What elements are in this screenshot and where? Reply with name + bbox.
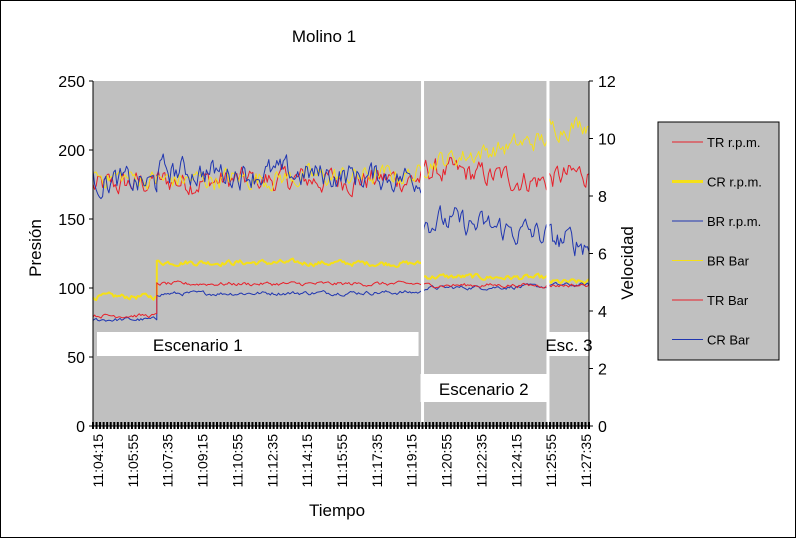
scenario-box [548, 332, 589, 356]
x-axis-label: Tiempo [309, 501, 365, 520]
series-line-cr-r-p-m- [92, 257, 590, 302]
y-tick-label-right: 10 [598, 132, 616, 149]
x-tick-label: 11:25:55 [543, 434, 559, 488]
series-line-tr-r-p-m- [92, 156, 590, 198]
x-tick-label: 11:07:35 [160, 434, 176, 488]
series-line-br-bar [92, 116, 590, 192]
plot-area [93, 81, 589, 426]
y-tick-label-left: 100 [58, 281, 85, 298]
y-tick-label-right: 4 [598, 304, 607, 321]
x-tick-label: 11:14:15 [299, 434, 315, 488]
series-line-cr-bar [92, 153, 590, 257]
y-tick-label-right: 2 [598, 362, 607, 379]
series-line-tr-bar [92, 280, 590, 319]
legend-label: BR Bar [707, 254, 750, 269]
y-axis-right-label: Velocidad [618, 226, 637, 300]
y-tick-label-left: 200 [58, 143, 85, 160]
scenario-label: Escenario 1 [153, 336, 243, 355]
legend-label: BR r.p.m. [707, 214, 761, 229]
x-tick-label: 11:10:55 [229, 434, 245, 488]
chart-title: Molino 1 [292, 27, 356, 46]
y-tick-label-right: 0 [598, 419, 607, 436]
x-tick-label: 11:12:35 [264, 434, 280, 488]
y-tick-label-left: 0 [76, 419, 85, 436]
legend-label: TR r.p.m. [707, 135, 760, 150]
x-tick-label: 11:05:55 [125, 434, 141, 488]
scenario-label: Escenario 2 [439, 380, 529, 399]
legend-box [657, 121, 780, 361]
y-tick-label-left: 150 [58, 212, 85, 229]
x-tick-label: 11:15:55 [334, 434, 350, 488]
y-tick-label-right: 6 [598, 247, 607, 264]
x-tick-label: 11:04:15 [90, 434, 106, 488]
scenario-box [420, 374, 547, 402]
y-tick-label-right: 8 [598, 189, 607, 206]
axis-layer: 0 50 100 150 200 250 0 2 4 6 8 10 12 11:04:15 11:05:55… [58, 74, 616, 487]
y-tick-label-left: 250 [58, 74, 85, 91]
legend-label: CR Bar [707, 333, 750, 348]
x-tick-label: 11:09:15 [195, 434, 211, 488]
legend-label: CR r.p.m. [707, 175, 762, 190]
legend-items: TR r.p.m. CR r.p.m. BR r.p.m. BR Bar TR Bar C… [672, 135, 762, 348]
series-line-br-r-p-m- [92, 282, 590, 322]
series-layer [92, 116, 590, 322]
y-tick-label-right: 12 [598, 74, 616, 91]
legend-label: TR Bar [707, 293, 749, 308]
x-tick-label: 11:17:35 [369, 434, 385, 488]
scenario-layer: Escenario 1 Escenario 2 Esc. 3 [97, 81, 593, 426]
x-tick-label: 11:22:35 [473, 434, 489, 488]
legend: TR r.p.m. CR r.p.m. BR r.p.m. BR Bar TR Bar C… [657, 121, 780, 361]
scenario-box [97, 332, 419, 356]
y-tick-label-left: 50 [67, 350, 85, 367]
x-tick-label: 11:24:15 [508, 434, 524, 488]
x-tick-label: 11:20:55 [439, 434, 455, 488]
x-tick-label: 11:19:15 [404, 434, 420, 488]
scenario-label: Esc. 3 [545, 336, 592, 355]
y-axis-left-label: Presión [26, 219, 45, 277]
x-tick-label: 11:27:35 [578, 434, 594, 488]
